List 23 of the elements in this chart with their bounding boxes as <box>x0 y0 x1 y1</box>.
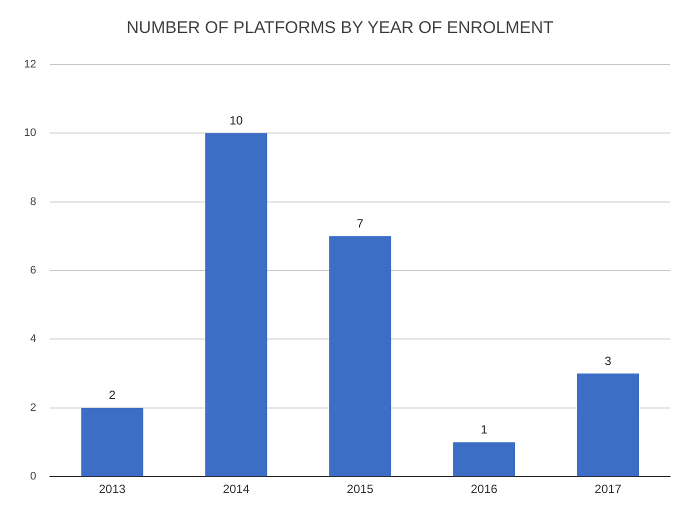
x-tick-label: 2015 <box>346 482 374 496</box>
y-tick-label: 10 <box>24 127 36 140</box>
y-tick-label: 6 <box>30 264 36 277</box>
bar <box>81 408 144 476</box>
data-label: 1 <box>480 422 488 437</box>
x-tick-label: 2017 <box>594 482 622 496</box>
y-tick-label: 8 <box>30 196 36 208</box>
bar <box>453 442 516 476</box>
data-label: 2 <box>108 388 116 402</box>
data-label: 10 <box>229 113 244 128</box>
y-tick-label: 0 <box>30 470 36 483</box>
y-tick-label: 4 <box>30 333 36 346</box>
data-label: 3 <box>604 354 612 368</box>
chart-title: NUMBER OF PLATFORMS BY YEAR OF ENROLMENT <box>126 18 554 37</box>
x-tick-label: 2016 <box>470 482 498 496</box>
bar <box>577 374 640 476</box>
y-tick-label: 12 <box>24 58 36 70</box>
data-label: 7 <box>356 216 364 230</box>
y-tick-label: 2 <box>30 402 36 414</box>
x-tick-label: 2014 <box>222 482 250 496</box>
x-tick-label: 2013 <box>98 482 126 496</box>
bar <box>329 236 392 476</box>
bar <box>205 133 268 476</box>
